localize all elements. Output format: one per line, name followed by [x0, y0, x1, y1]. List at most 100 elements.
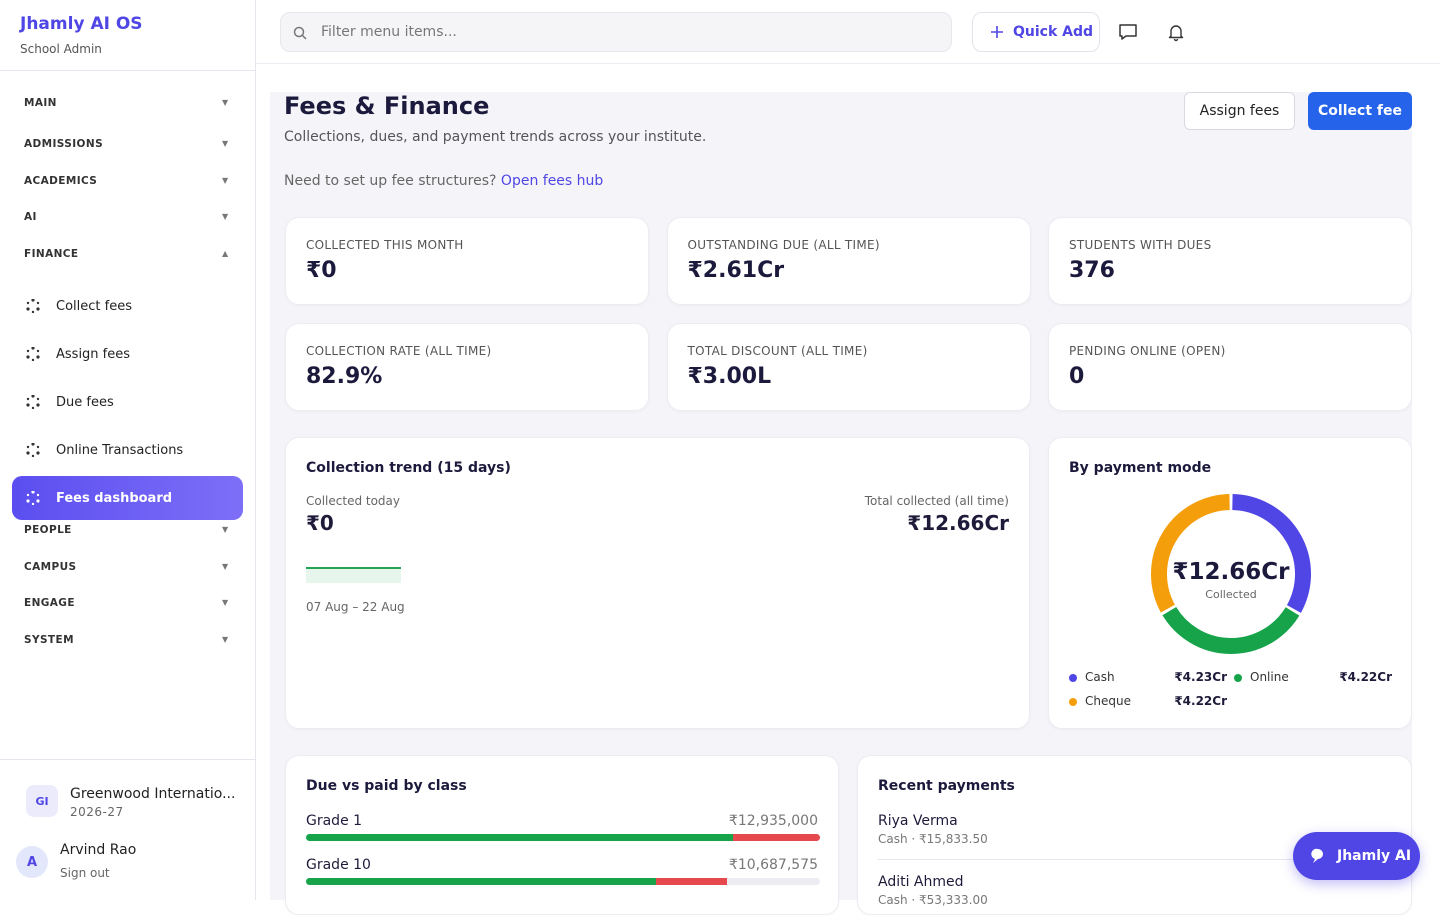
- payment-card: By payment mode ₹12.66Cr Collected Cash ₹…: [1048, 437, 1412, 729]
- donut-chart: [1151, 494, 1311, 654]
- stat-card: STUDENTS WITH DUES 376: [1048, 217, 1412, 305]
- collect-fee-button[interactable]: Collect fee: [1308, 92, 1412, 130]
- quick-add-label: Quick Add: [1013, 24, 1094, 40]
- hint: Need to set up fee structures? Open fees…: [284, 173, 603, 189]
- payer-name[interactable]: Riya Verma: [878, 813, 958, 829]
- assistant-label: Jhamly AI: [1337, 848, 1412, 864]
- paid-bar: [306, 878, 656, 885]
- card-title: Collection trend (15 days): [306, 460, 511, 476]
- icon-dot: [31, 491, 35, 494]
- assign-fees-button[interactable]: Assign fees: [1184, 92, 1295, 130]
- nav-item[interactable]: Online Transactions: [12, 428, 243, 472]
- legend-value: ₹4.23Cr: [1174, 670, 1227, 684]
- notifications-icon[interactable]: [1166, 22, 1186, 42]
- progress-track: [306, 878, 820, 885]
- main: Filter menu items... Quick Add Fees & Fi…: [256, 0, 1440, 915]
- today-label: Collected today: [306, 494, 401, 508]
- stat-value: ₹2.61Cr: [687, 258, 785, 283]
- hint-text: Need to set up fee structures?: [284, 173, 497, 189]
- nav-item[interactable]: Collect fees: [12, 284, 243, 328]
- nav-section[interactable]: FINANCE: [24, 247, 79, 260]
- payer-name[interactable]: Aditi Ahmed: [878, 874, 964, 890]
- nav-item-label: Assign fees: [56, 346, 131, 362]
- class-total: ₹10,687,575: [728, 857, 818, 873]
- nav-item[interactable]: Assign fees: [12, 332, 243, 376]
- card-title: Recent payments: [878, 778, 1015, 794]
- messages-icon[interactable]: [1118, 22, 1138, 42]
- icon-dot: [36, 445, 40, 449]
- icon-dot: [31, 395, 35, 398]
- trend-sparkline: [306, 567, 401, 583]
- nav-section[interactable]: PEOPLE: [24, 524, 72, 536]
- sign-out[interactable]: Sign out: [60, 866, 110, 880]
- search-input[interactable]: Filter menu items...: [280, 12, 952, 52]
- icon-dot: [26, 355, 30, 359]
- icon-dot: [26, 445, 30, 449]
- nav-item[interactable]: Fees dashboard: [12, 476, 243, 520]
- chevron: ▼: [222, 98, 229, 107]
- today-value: ₹0: [306, 511, 334, 535]
- donut-segment: [1232, 494, 1311, 613]
- nav-item-label: Collect fees: [56, 298, 132, 314]
- assistant-button[interactable]: Jhamly AI: [1293, 832, 1420, 880]
- nav-section[interactable]: ENGAGE: [24, 597, 75, 609]
- content: Fees & Finance Collections, dues, and pa…: [270, 92, 1412, 915]
- nav-section[interactable]: ADMISSIONS: [24, 138, 104, 150]
- class-name: Grade 1: [306, 813, 363, 829]
- legend-label: Cheque: [1085, 694, 1131, 708]
- icon-dot: [26, 349, 30, 353]
- legend-label: Cash: [1085, 670, 1115, 684]
- legend-label: Online: [1250, 670, 1289, 684]
- icon-dot: [31, 443, 35, 446]
- stat-card: PENDING ONLINE (OPEN) 0: [1048, 323, 1412, 411]
- chevron: ▼: [222, 598, 229, 607]
- class-name: Grade 10: [306, 857, 371, 873]
- icon-dot: [26, 301, 30, 305]
- icon-dot: [26, 451, 30, 455]
- legend-value: ₹4.22Cr: [1174, 694, 1227, 708]
- chevron: ▼: [222, 139, 229, 148]
- page-subtitle: Collections, dues, and payment trends ac…: [284, 129, 707, 145]
- chevron: ▼: [222, 525, 229, 534]
- nav-section[interactable]: CAMPUS: [24, 560, 77, 573]
- icon-dot: [31, 347, 35, 350]
- nav-section[interactable]: AI: [24, 211, 37, 223]
- icon-dot: [36, 493, 40, 497]
- icon-dot: [26, 397, 30, 401]
- stat-label: STUDENTS WITH DUES: [1069, 238, 1212, 252]
- icon-dot: [36, 403, 40, 407]
- stat-value: ₹3.00L: [687, 364, 772, 389]
- paid-bar: [306, 834, 733, 841]
- chevron: ▲: [222, 248, 229, 258]
- icon-dot: [26, 499, 30, 503]
- item-icon: [26, 299, 40, 313]
- nav-section[interactable]: MAIN: [24, 97, 57, 109]
- stat-label: OUTSTANDING DUE (ALL TIME): [687, 238, 880, 252]
- school-name[interactable]: Greenwood Internatio...: [70, 786, 236, 802]
- stat-card: COLLECTED THIS MONTH ₹0: [285, 217, 649, 305]
- donut-center-value: ₹12.66Cr: [1172, 559, 1290, 585]
- icon-dot: [26, 307, 30, 311]
- item-icon: [26, 491, 40, 505]
- chevron: ▼: [222, 212, 229, 221]
- item-icon: [26, 347, 40, 361]
- quick-add-button[interactable]: Quick Add: [972, 12, 1100, 52]
- topbar: Filter menu items... Quick Add: [256, 0, 1440, 64]
- nav-section[interactable]: SYSTEM: [24, 633, 74, 646]
- card-title: By payment mode: [1069, 460, 1212, 476]
- sidebar: Jhamly AI OS School Admin GI Greenwood I…: [0, 0, 256, 900]
- nav-item-label: Fees dashboard: [56, 490, 173, 506]
- nav-item[interactable]: Due fees: [12, 380, 243, 424]
- hint-link[interactable]: Open fees hub: [500, 173, 604, 189]
- legend-value: ₹4.22Cr: [1339, 670, 1392, 684]
- stat-card: OUTSTANDING DUE (ALL TIME) ₹2.61Cr: [666, 217, 1031, 305]
- legend-swatch: [1069, 674, 1077, 682]
- chevron: ▼: [222, 561, 229, 571]
- role: School Admin: [20, 42, 102, 56]
- nav-section[interactable]: ACADEMICS: [24, 174, 98, 187]
- stat-value: 82.9%: [306, 364, 383, 389]
- assistant-icon: [1311, 848, 1323, 863]
- donut-center-label: Collected: [1205, 588, 1257, 601]
- nav-item-label: Online Transactions: [56, 442, 184, 458]
- legend-swatch: [1069, 698, 1077, 706]
